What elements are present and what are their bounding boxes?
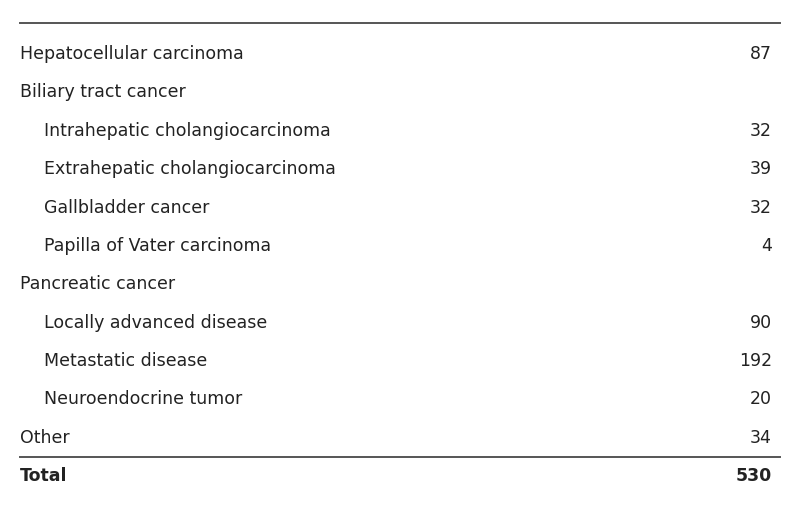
Text: 20: 20 — [750, 390, 772, 408]
Text: 87: 87 — [750, 45, 772, 63]
Text: Locally advanced disease: Locally advanced disease — [44, 314, 267, 332]
Text: 4: 4 — [761, 237, 772, 255]
Text: 530: 530 — [736, 467, 772, 485]
Text: Metastatic disease: Metastatic disease — [44, 352, 207, 370]
Text: Extrahepatic cholangiocarcinoma: Extrahepatic cholangiocarcinoma — [44, 160, 336, 178]
Text: 32: 32 — [750, 199, 772, 216]
Text: 90: 90 — [750, 314, 772, 332]
Text: Hepatocellular carcinoma: Hepatocellular carcinoma — [20, 45, 244, 63]
Text: Intrahepatic cholangiocarcinoma: Intrahepatic cholangiocarcinoma — [44, 122, 330, 140]
Text: Biliary tract cancer: Biliary tract cancer — [20, 83, 186, 101]
Text: Neuroendocrine tumor: Neuroendocrine tumor — [44, 390, 242, 408]
Text: 32: 32 — [750, 122, 772, 140]
Text: 34: 34 — [750, 429, 772, 447]
Text: Papilla of Vater carcinoma: Papilla of Vater carcinoma — [44, 237, 271, 255]
Text: 192: 192 — [739, 352, 772, 370]
Text: 39: 39 — [750, 160, 772, 178]
Text: Gallbladder cancer: Gallbladder cancer — [44, 199, 210, 216]
Text: Pancreatic cancer: Pancreatic cancer — [20, 276, 175, 293]
Text: Total: Total — [20, 467, 67, 485]
Text: Other: Other — [20, 429, 70, 447]
